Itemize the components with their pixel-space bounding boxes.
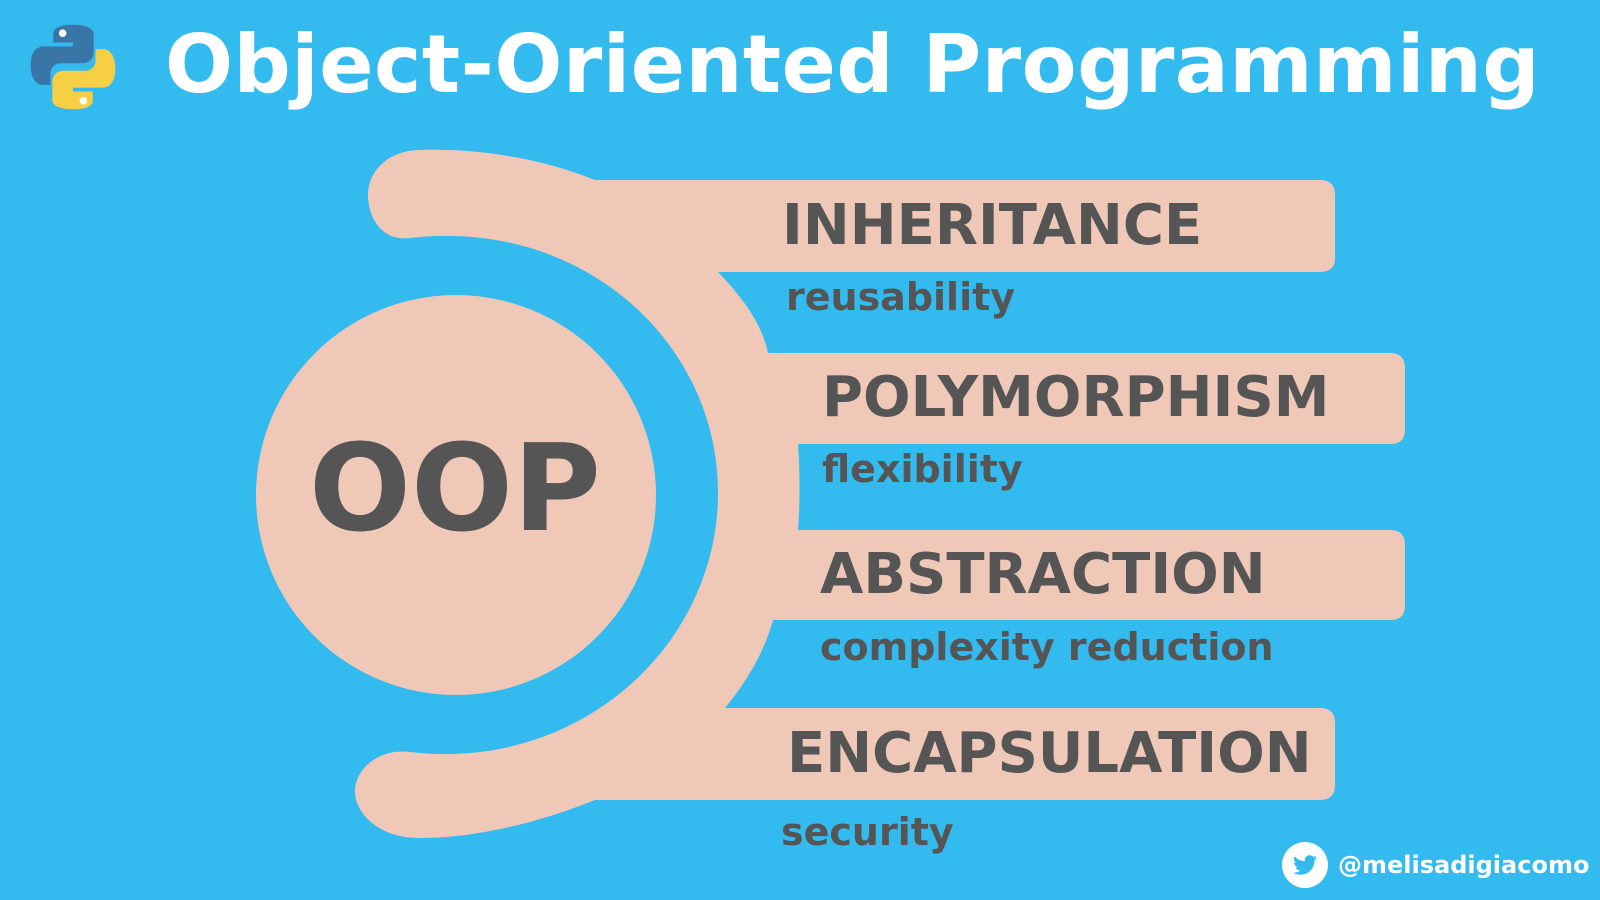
oop-label: OOP — [309, 420, 601, 559]
pillar-desc-abstraction: complexity reduction — [820, 625, 1274, 669]
pillar-name-inheritance: INHERITANCE — [782, 193, 1203, 258]
pillar-name-polymorphism: POLYMORPHISM — [822, 365, 1330, 430]
pillar-desc-encapsulation: security — [781, 810, 954, 854]
python-logo-icon — [30, 24, 116, 110]
pillar-desc-polymorphism: flexibility — [822, 447, 1023, 491]
pillar-name-encapsulation: ENCAPSULATION — [787, 721, 1312, 786]
arc-shape — [355, 149, 1405, 838]
handle-text: @melisadigiacomo — [1338, 851, 1590, 879]
twitter-handle[interactable]: @melisadigiacomo — [1282, 842, 1589, 888]
page-title: Object-Oriented Programming — [165, 18, 1541, 111]
pillar-desc-inheritance: reusability — [786, 275, 1016, 319]
pillar-name-abstraction: ABSTRACTION — [820, 542, 1266, 607]
twitter-icon — [1282, 842, 1328, 888]
oop-circle — [256, 295, 656, 695]
